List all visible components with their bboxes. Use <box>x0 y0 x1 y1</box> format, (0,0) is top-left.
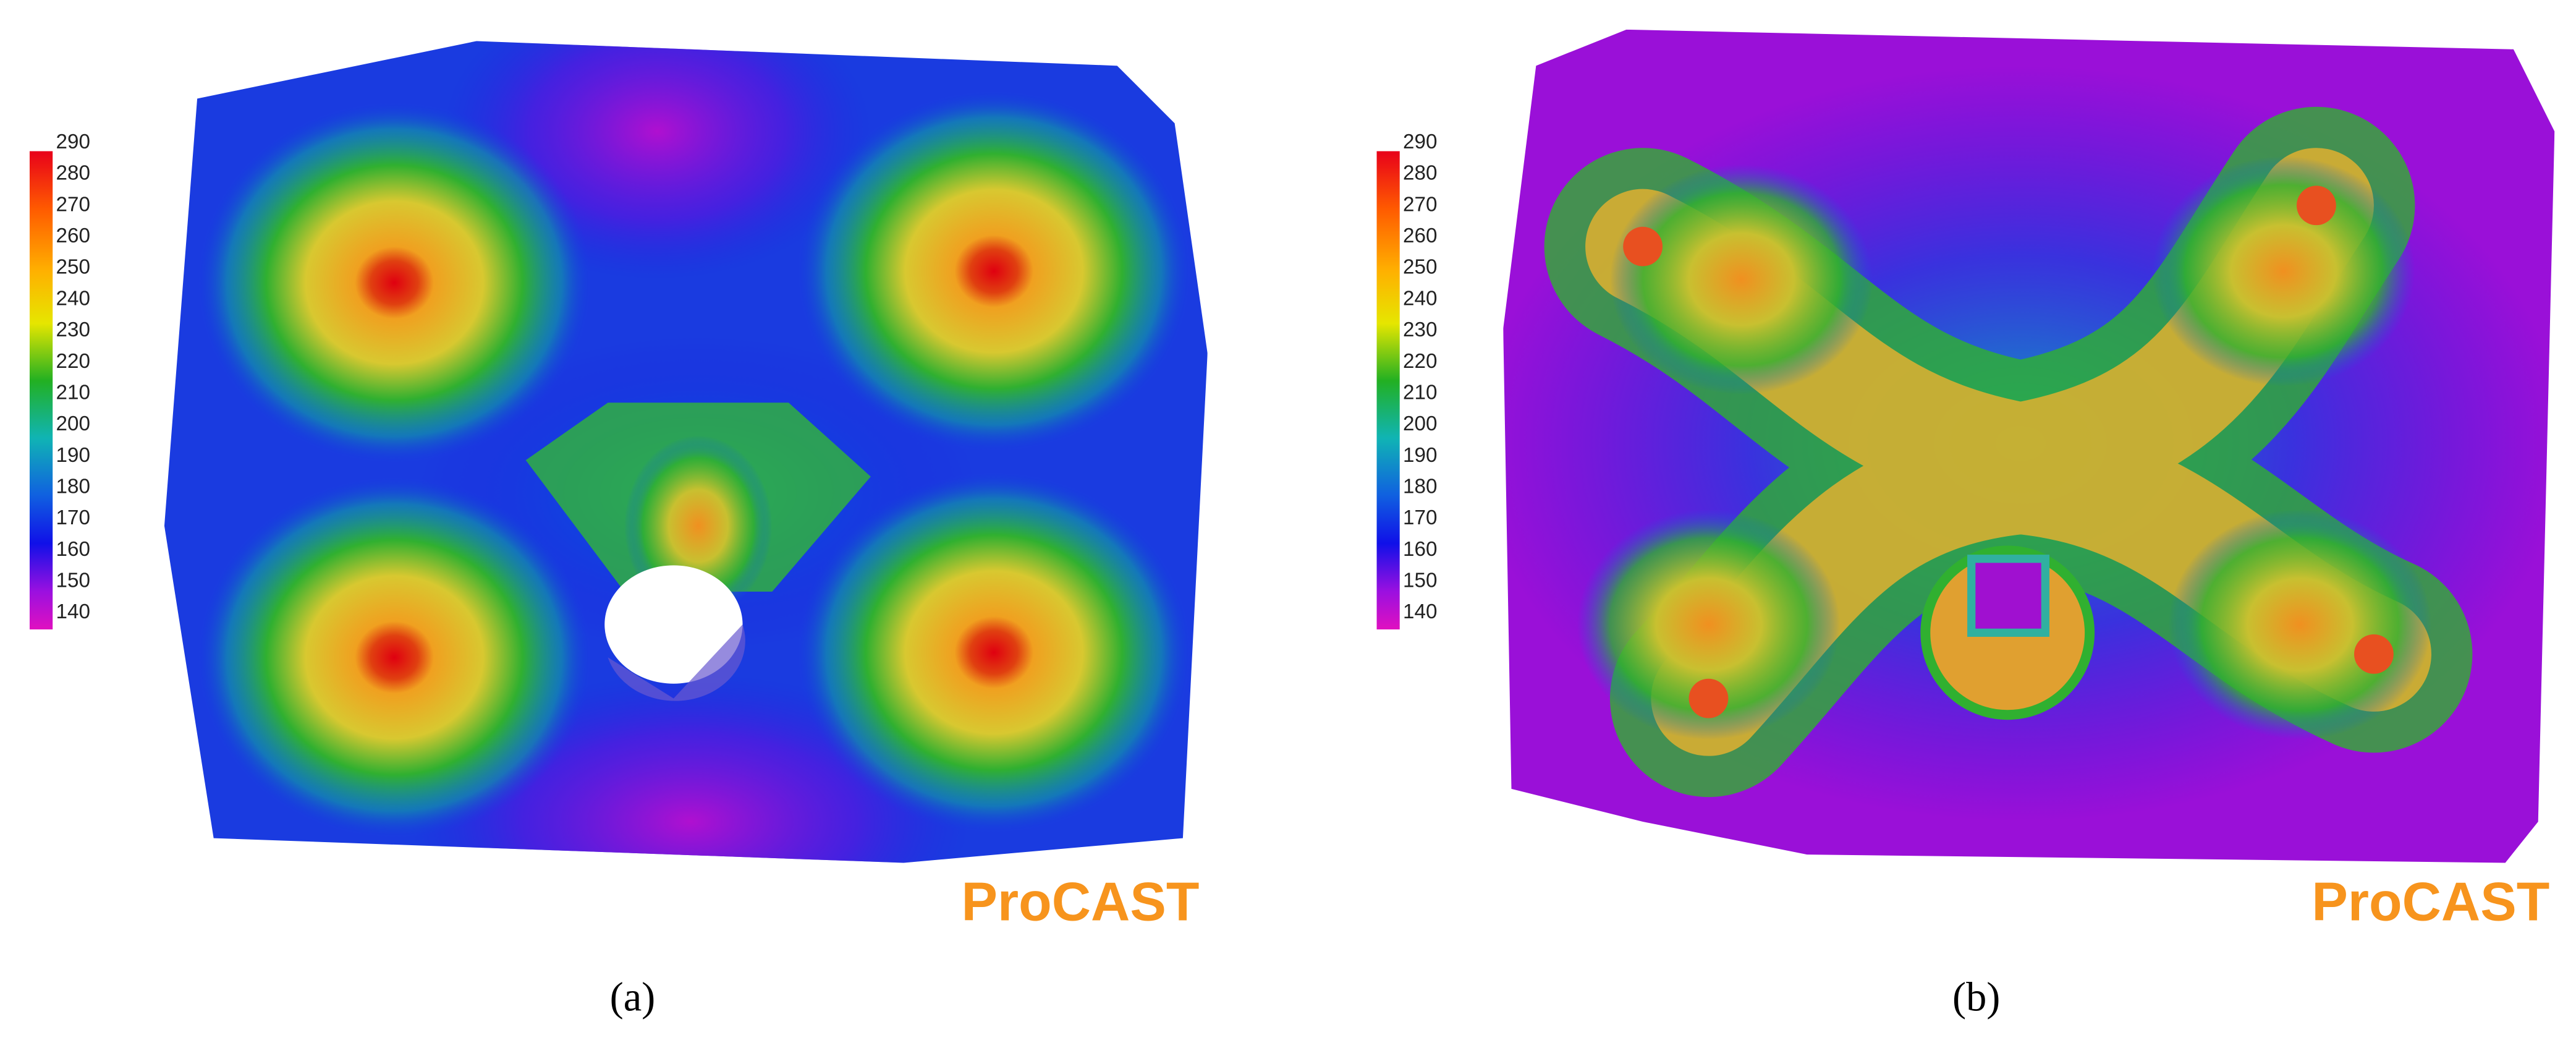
colorbar-tick-label: 210 <box>56 381 90 404</box>
colorbar-tick-label: 140 <box>56 600 90 623</box>
colorbar-tick-label: 150 <box>56 569 90 592</box>
colorbar-tick-label: 200 <box>56 412 90 435</box>
colorbar-tick-label: 260 <box>1403 224 1437 247</box>
colorbar-tick-label: 140 <box>1403 600 1437 623</box>
colorbar-tick-label: 170 <box>56 506 90 529</box>
colorbar-tick-label: 180 <box>1403 475 1437 498</box>
watermark: ProCAST <box>962 871 1200 932</box>
colorbar-tick-label: 220 <box>1403 350 1437 373</box>
colorbar-tick-label: 280 <box>56 162 90 185</box>
casting-b <box>1503 29 2555 863</box>
colorbar-tick-label: 200 <box>1403 412 1437 435</box>
colorbar-tick-label: 260 <box>56 224 90 247</box>
colorbar-tick-label: 230 <box>56 318 90 341</box>
colorbar-tick-label: 270 <box>1403 193 1437 216</box>
colorbar-tick-label: 270 <box>56 193 90 216</box>
colorbar-tick-label: 170 <box>1403 506 1437 529</box>
colorbar <box>29 151 53 630</box>
colorbar-tick-label: 240 <box>1403 287 1437 310</box>
watermark: ProCAST <box>2311 871 2549 932</box>
colorbar-tick-label: 290 <box>56 130 90 153</box>
colorbar-tick-label: 220 <box>56 350 90 373</box>
colorbar-tick-label: 210 <box>1403 381 1437 404</box>
colorbar-tick-label: 190 <box>1403 444 1437 467</box>
casting-a <box>164 41 1208 863</box>
caption: (b) <box>1952 975 2000 1020</box>
colorbar-tick-label: 280 <box>1403 162 1437 185</box>
colorbar-tick-label: 250 <box>56 256 90 279</box>
colorbar-tick-label: 180 <box>56 475 90 498</box>
colorbar-tick-label: 230 <box>1403 318 1437 341</box>
colorbar-tick-label: 240 <box>56 287 90 310</box>
colorbar <box>1376 151 1400 630</box>
colorbar-tick-label: 250 <box>1403 256 1437 279</box>
caption: (a) <box>610 975 656 1020</box>
panels: 290 280 270 260 250 240 230 220 210 200 190 180 170 1… <box>29 130 2549 1020</box>
colorbar-tick-label: 290 <box>1403 130 1437 153</box>
colorbar-tick-label: 160 <box>1403 538 1437 561</box>
colorbar-tick-label: 190 <box>56 444 90 467</box>
colorbar-tick-label: 160 <box>56 538 90 561</box>
colorbar-tick-label: 150 <box>1403 569 1437 592</box>
